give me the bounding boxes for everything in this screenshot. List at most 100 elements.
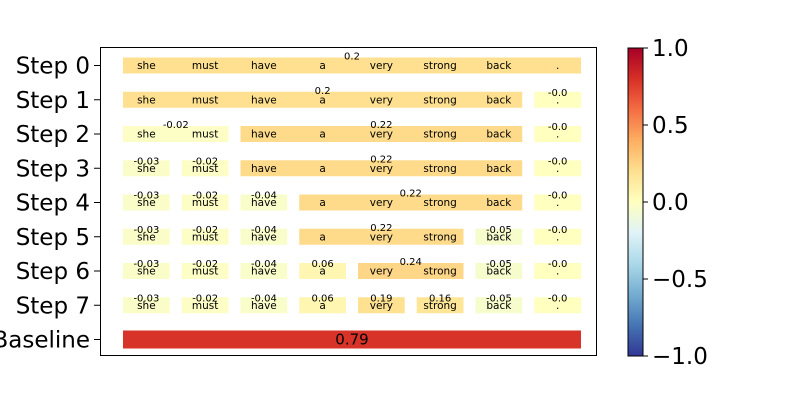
token-label: a <box>319 60 325 72</box>
segment-value: 0.2 <box>344 52 360 63</box>
segment-bar <box>534 160 581 177</box>
segment-bar <box>123 228 170 245</box>
token-label: she <box>137 231 156 243</box>
token-label: . <box>556 231 559 243</box>
segment-value: 0.2 <box>315 86 331 97</box>
token-label: very <box>370 60 393 72</box>
token-label: very <box>370 94 393 106</box>
token-label: strong <box>423 266 456 278</box>
row-label: Step 1 <box>16 88 90 114</box>
segment-value: 0.19 <box>370 293 392 304</box>
token-label: have <box>251 300 277 312</box>
segment-value: -0.03 <box>133 293 159 304</box>
token-label: very <box>370 300 393 312</box>
token-label: must <box>192 163 218 175</box>
segment-value: 0.06 <box>311 259 333 270</box>
colorbar-bar <box>627 47 644 357</box>
segment-bar <box>534 228 581 245</box>
segment-value: -0.02 <box>192 225 218 236</box>
segment-value: -0.02 <box>192 156 218 167</box>
segment-value: -0.0 <box>548 259 568 270</box>
token-label: have <box>251 94 277 106</box>
heatmap-row: Step 4 -0.03 -0.02 -0.04 0.22 -0.0 she must have… <box>16 189 581 217</box>
segment-value: 0.22 <box>370 154 392 165</box>
segment-value: -0.05 <box>486 259 512 270</box>
heatmap-row: Step 6 -0.03 -0.02 -0.04 0.06 0.24 -0.05 -0.0 sh… <box>16 257 581 285</box>
token-label: strong <box>423 94 456 106</box>
segment-bar <box>416 297 464 314</box>
row-label: Step 0 <box>16 54 90 80</box>
heatmap-row: Step 0 0.2 she must have a very strong back. <box>16 52 581 80</box>
row-label: Step 5 <box>16 225 90 251</box>
token-label: she <box>137 94 156 106</box>
segment-value: 0.22 <box>400 189 422 200</box>
token-label: she <box>137 300 156 312</box>
token-label: must <box>192 60 218 72</box>
token-label: . <box>556 129 559 141</box>
segment-value: -0.0 <box>548 293 568 304</box>
segment-bar <box>475 297 523 314</box>
segment-bar <box>240 160 523 177</box>
segment-bar <box>358 297 405 314</box>
segment-bar <box>475 263 523 279</box>
segment-bar <box>181 263 229 279</box>
token-label: she <box>137 60 156 72</box>
token-label: strong <box>423 60 456 72</box>
token-label: a <box>319 163 325 175</box>
segment-value: -0.02 <box>163 120 189 131</box>
segment-bar <box>534 126 581 142</box>
token-label: have <box>251 163 277 175</box>
token-label: have <box>251 129 277 141</box>
segment-value: -0.02 <box>192 293 218 304</box>
baseline-bar <box>123 330 581 349</box>
token-label: . <box>556 266 559 278</box>
segment-bar <box>123 91 523 108</box>
token-label: very <box>370 266 393 278</box>
token-label: must <box>192 129 218 141</box>
token-label: very <box>370 129 393 141</box>
token-label: strong <box>423 197 456 209</box>
token-label: back <box>486 300 512 312</box>
token-label: she <box>137 129 156 141</box>
token-label: very <box>370 197 393 209</box>
segment-bar <box>240 297 288 314</box>
segment-value: 0.16 <box>429 293 451 304</box>
segment-value: -0.03 <box>133 191 159 202</box>
segment-value: -0.03 <box>133 156 159 167</box>
segment-value: -0.03 <box>133 259 159 270</box>
segment-value: -0.02 <box>192 259 218 270</box>
segment-bar <box>181 297 229 314</box>
token-label: have <box>251 231 277 243</box>
segment-bar <box>299 263 346 279</box>
segment-value: -0.0 <box>548 225 568 236</box>
baseline-label: Baseline <box>0 328 90 354</box>
token-label: strong <box>423 129 456 141</box>
segment-value: -0.03 <box>133 225 159 236</box>
segment-bar <box>299 228 464 245</box>
token-label: . <box>556 60 559 72</box>
row-label: Step 6 <box>16 259 90 285</box>
token-label: . <box>556 94 559 106</box>
colorbar-tick-label: 1.0 <box>652 36 689 62</box>
segment-bar <box>358 263 464 279</box>
segment-bar <box>123 57 581 74</box>
token-label: back <box>486 163 512 175</box>
segment-value: -0.0 <box>548 156 568 167</box>
token-label: . <box>556 163 559 175</box>
token-label: a <box>319 94 325 106</box>
segment-bar <box>181 194 229 211</box>
row-label: Step 2 <box>16 122 90 148</box>
token-label: back <box>486 266 512 278</box>
row-label: Step 3 <box>16 156 90 182</box>
heatmap-row: Step 7 -0.03 -0.02 -0.04 0.06 0.19 0.16 -0.05 -0… <box>16 293 581 319</box>
colorbar-tick-label: −0.5 <box>652 267 708 293</box>
baseline-value: 0.79 <box>335 331 368 349</box>
token-label: . <box>556 197 559 209</box>
segment-value: 0.22 <box>370 223 392 234</box>
segment-value: -0.05 <box>486 225 512 236</box>
token-label: she <box>137 197 156 209</box>
segment-value: -0.04 <box>251 259 277 270</box>
token-label: back <box>486 94 512 106</box>
